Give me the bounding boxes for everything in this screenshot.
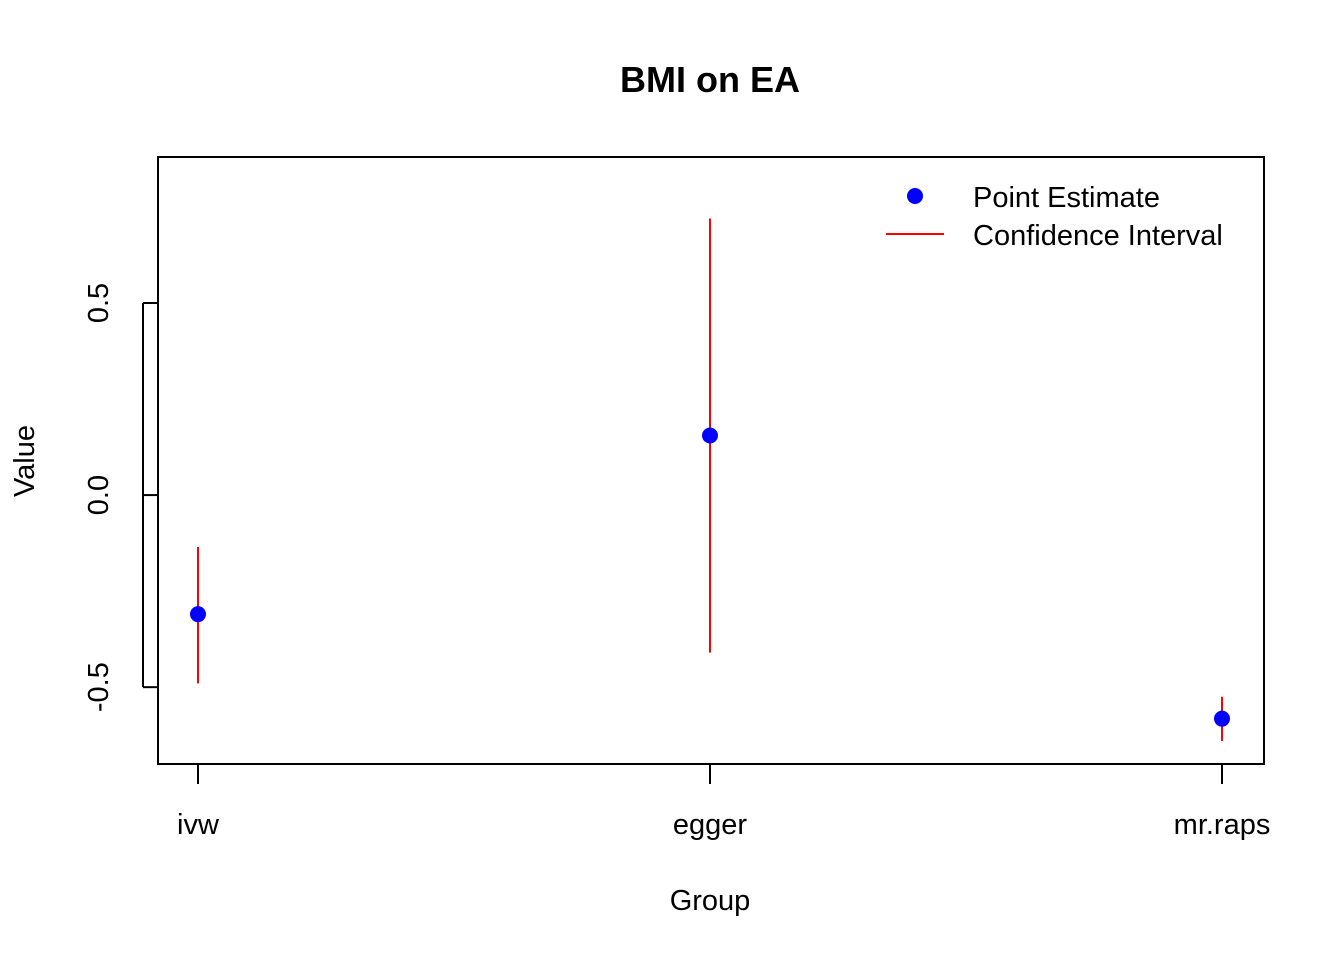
y-tick-label: 0.0 — [83, 475, 115, 515]
x-axis-label: Group — [670, 885, 751, 917]
x-axis: ivw egger mr.raps — [177, 764, 1270, 841]
x-tick-label: mr.raps — [1174, 809, 1271, 841]
point-estimate — [1214, 710, 1230, 727]
point-estimates — [190, 427, 1230, 727]
point-estimate — [190, 606, 206, 623]
legend-point-symbol — [907, 188, 923, 204]
x-tick-label: ivw — [177, 809, 220, 841]
x-tick-label: egger — [673, 809, 748, 841]
y-axis: -0.5 0.0 0.5 — [83, 283, 158, 712]
confidence-intervals — [197, 218, 1223, 741]
legend-point-label: Point Estimate — [973, 182, 1160, 214]
y-tick-label: -0.5 — [83, 662, 115, 712]
chart-title: BMI on EA — [620, 59, 800, 100]
legend: Point Estimate Confidence Interval — [886, 182, 1223, 252]
point-estimate — [702, 427, 718, 444]
y-axis-label: Value — [9, 425, 41, 497]
legend-interval-label: Confidence Interval — [973, 220, 1223, 252]
y-tick-label: 0.5 — [83, 283, 115, 323]
